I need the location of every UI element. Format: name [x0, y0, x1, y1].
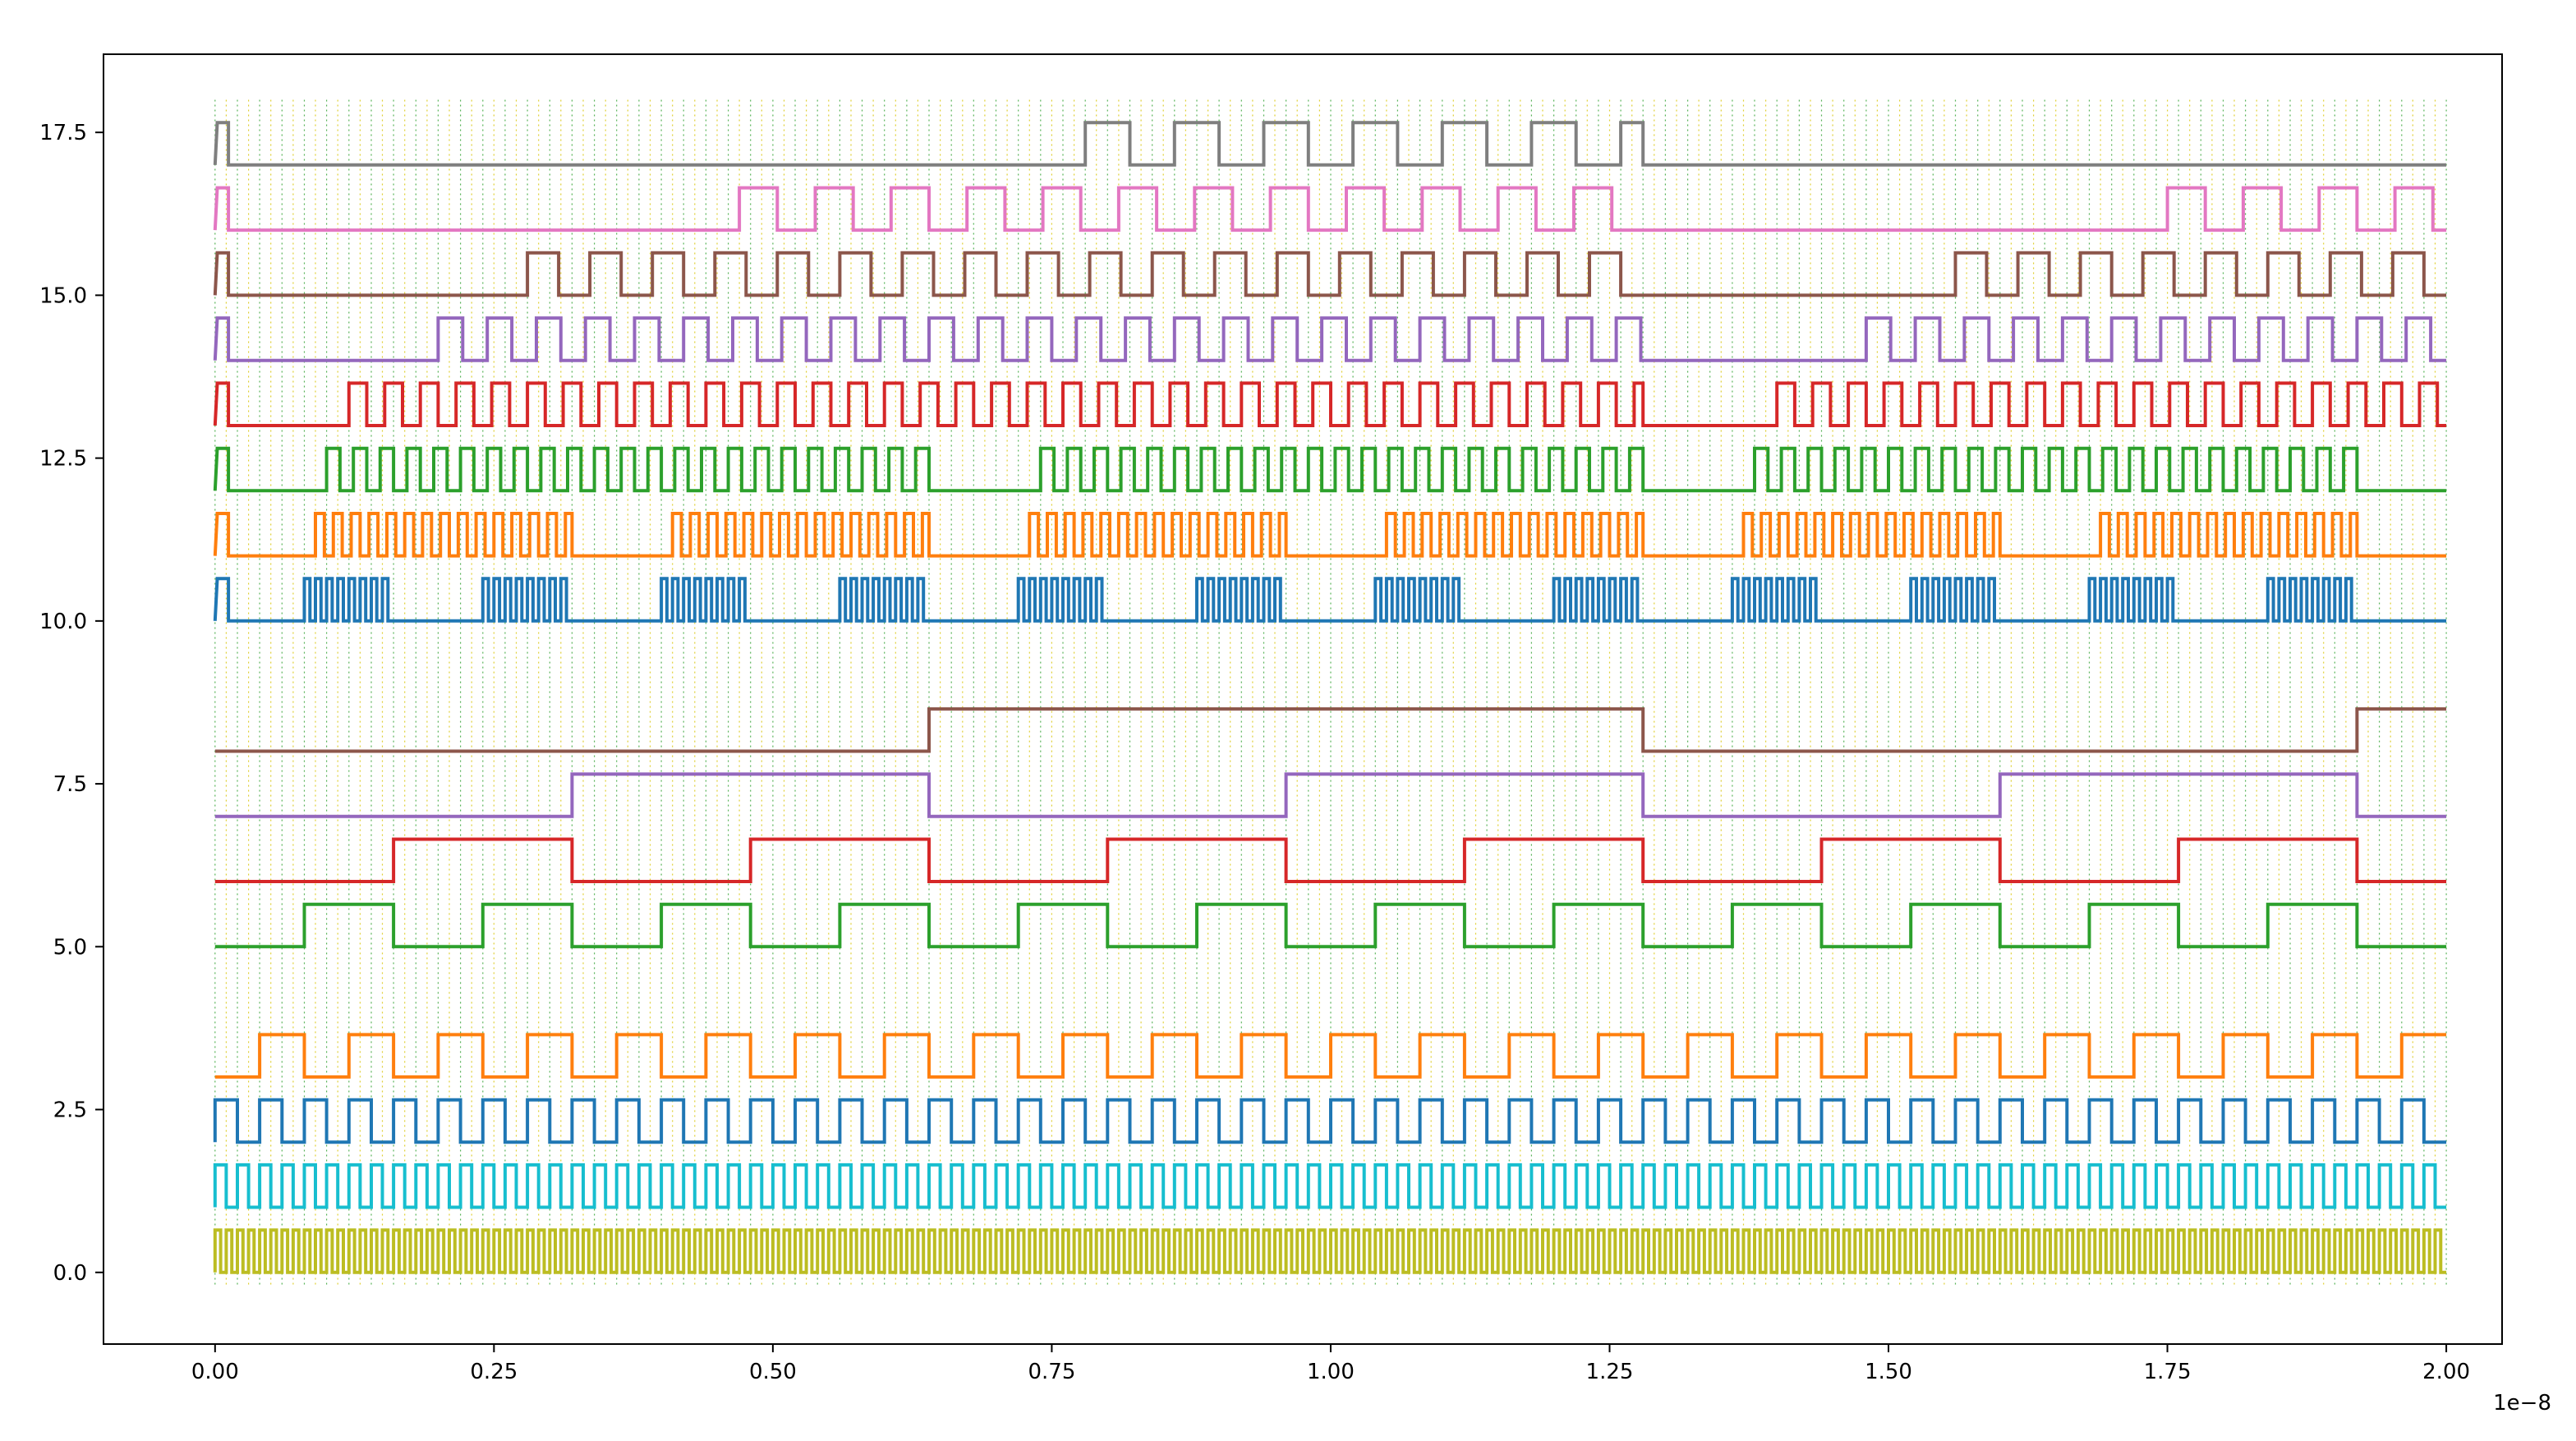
series-trace-11 — [213, 446, 2447, 493]
y-tick-label: 12.5 — [39, 447, 87, 472]
series-trace-15 — [213, 186, 2447, 232]
x-tick-label: 1.00 — [1307, 1360, 1355, 1384]
y-tick-label: 17.5 — [39, 121, 87, 145]
series-trace-13 — [213, 316, 2447, 362]
series-trace-7 — [214, 772, 2447, 818]
y-tick-label: 2.5 — [53, 1098, 87, 1123]
x-tick-label: 1.50 — [1865, 1360, 1912, 1384]
y-tick-label: 7.5 — [53, 772, 87, 797]
series-trace-4 — [214, 1033, 2447, 1079]
y-tick-label: 0.0 — [53, 1261, 87, 1286]
x-tick-label: 0.25 — [470, 1360, 518, 1384]
grid — [214, 99, 2447, 1286]
x-tick-label: 1.75 — [2144, 1360, 2192, 1384]
x-tick-label: 1.25 — [1586, 1360, 1634, 1384]
series-trace-1 — [213, 1228, 2447, 1274]
x-axis-offset-label: 1e−8 — [2493, 1391, 2551, 1416]
series-trace-14 — [213, 251, 2447, 297]
series-trace-5 — [214, 902, 2447, 949]
series-trace-10 — [213, 512, 2447, 558]
series-trace-9 — [213, 577, 2447, 623]
y-tick-label: 5.0 — [53, 935, 87, 960]
series-trace-8 — [214, 707, 2447, 753]
x-tick-label: 0.50 — [749, 1360, 797, 1384]
series-trace-3 — [213, 1098, 2447, 1144]
x-tick-label: 0.00 — [191, 1360, 239, 1384]
series-trace-12 — [213, 381, 2447, 427]
plot-frame — [103, 53, 2503, 1345]
y-axis: 0.0 2.5 5.0 7.5 10.0 12.5 15.0 17.5 — [39, 121, 104, 1286]
series-traces — [213, 121, 2447, 1274]
y-tick-label: 15.0 — [39, 283, 87, 308]
x-axis: 0.00 0.25 0.50 0.75 1.00 1.25 1.50 1.75 2.00 — [191, 1344, 2470, 1384]
y-tick-label: 10.0 — [39, 610, 87, 634]
x-tick-label: 2.00 — [2422, 1360, 2470, 1384]
x-tick-label: 0.75 — [1028, 1360, 1075, 1384]
series-trace-6 — [214, 837, 2447, 883]
series-trace-2 — [213, 1162, 2447, 1209]
series-trace-16 — [213, 121, 2447, 167]
